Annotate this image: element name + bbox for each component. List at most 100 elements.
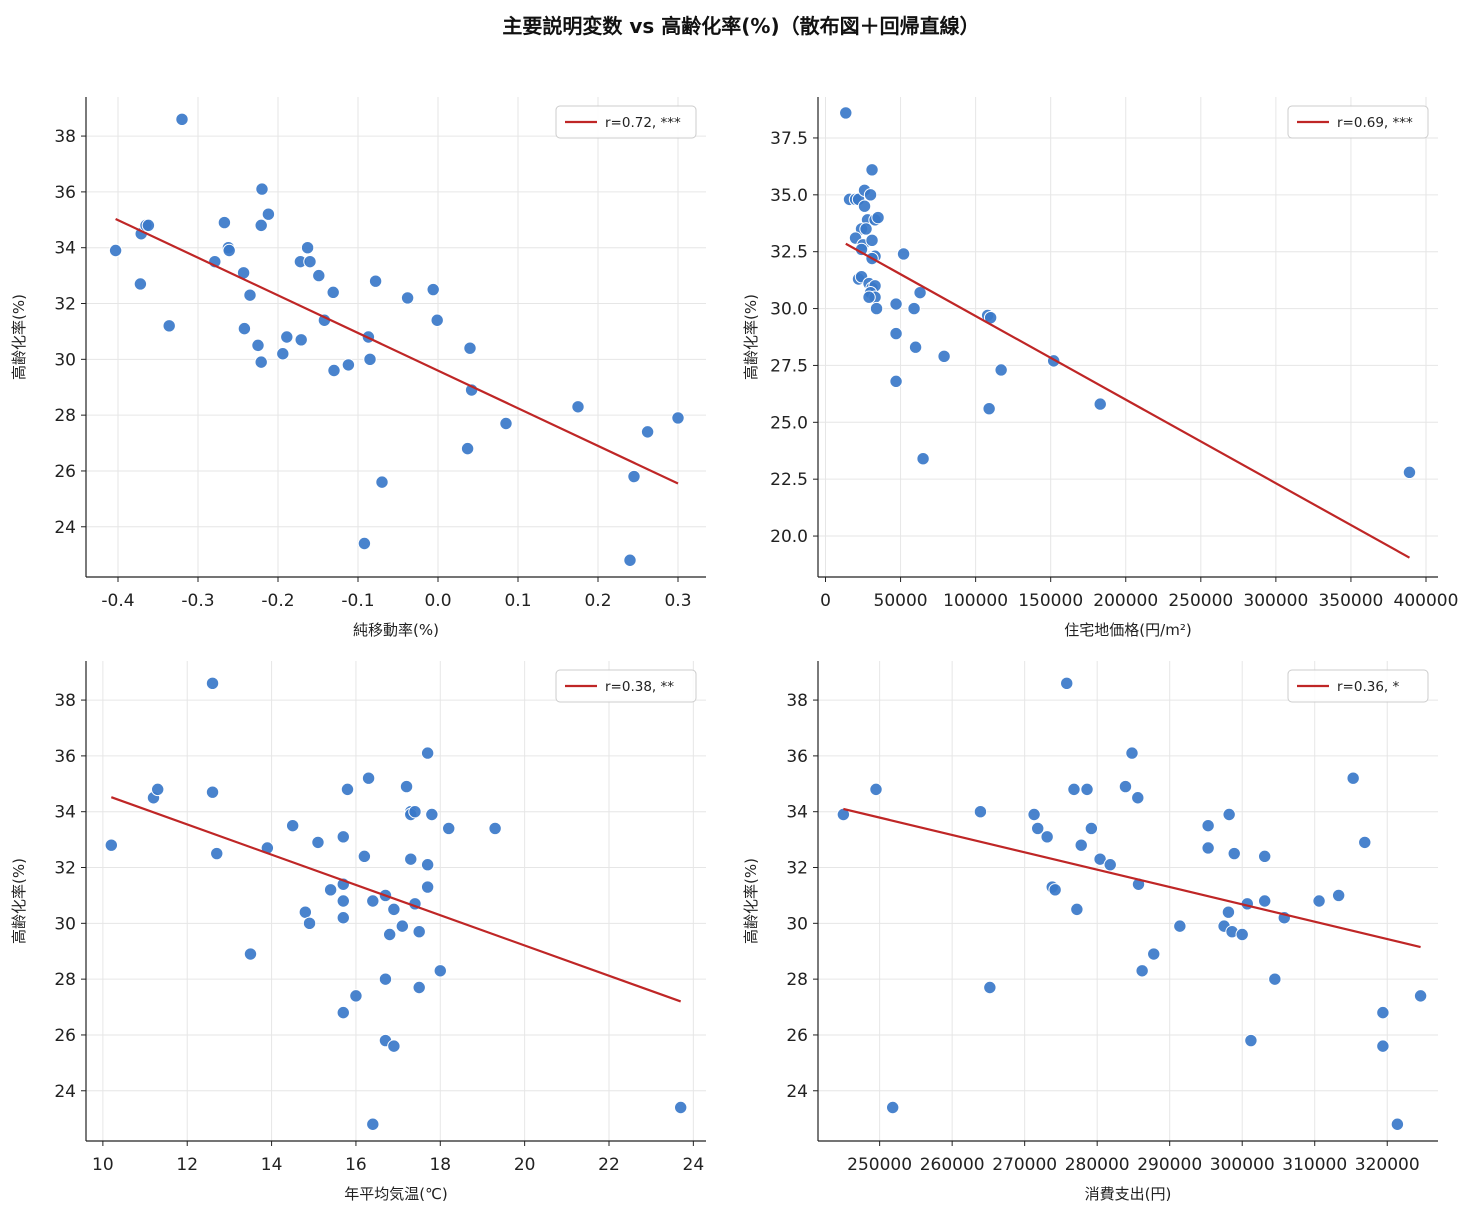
y-tick-label: 38 [54,691,76,711]
x-tick-label: 400000 [1394,591,1459,611]
x-tick-label: 22 [598,1155,620,1175]
data-point [255,182,269,196]
data-point [623,553,637,567]
data-point [1235,927,1249,942]
y-tick-label: 32.5 [770,243,808,263]
data-point [357,849,372,864]
data-point [1268,972,1282,986]
x-tick-label: 260000 [920,1155,985,1175]
data-point [217,215,232,230]
data-point [1312,894,1326,908]
data-point [1084,821,1099,836]
y-axis-label: 高齢化率(%) [742,858,760,944]
x-tick-label: 310000 [1282,1155,1347,1175]
data-point [1070,902,1084,917]
x-axis-label: 住宅地価格(円/m²) [1064,621,1191,639]
data-point [889,374,903,389]
y-tick-label: 26 [786,1026,808,1046]
data-point [1060,676,1074,691]
data-point [357,536,372,551]
x-tick-label: -0.3 [181,591,214,611]
data-point [916,452,930,466]
data-point [1390,1117,1405,1131]
regression-line [845,242,1411,559]
data-point [1346,771,1360,785]
data-point [433,964,447,978]
x-tick-label: 0 [820,591,831,611]
data-point [387,1039,401,1053]
scatter-panel-land-price: 0 50000 100000 150000 200000 250000 300000 3500… [742,97,1458,639]
y-tick-label: 27.5 [770,356,808,376]
data-point [889,297,903,311]
legend-box [1287,105,1429,139]
data-point [839,106,853,120]
data-point [937,349,951,364]
data-point [205,785,220,799]
data-point [1376,1039,1390,1053]
data-point [276,347,290,361]
scatter-panel-temperature: 10 12 14 16 18 20 22 24 24 26 28 30 32 34 36 38 年平均気温(℃)… [10,661,706,1203]
y-tick-label: 30 [54,350,76,370]
y-axis-label: 高齢化率(%) [10,858,28,944]
data-point [366,894,380,908]
legend: r=0.69, *** [1287,105,1429,139]
data-point [1201,818,1215,833]
y-tick-label: 24 [54,1082,76,1102]
data-point [1048,883,1062,897]
x-axis-label: 年平均気温(℃) [344,1185,448,1203]
data-point [1221,905,1236,919]
regression-line [843,807,1421,949]
data-point [151,782,165,797]
data-point [885,1100,900,1115]
data-point [983,980,997,995]
x-tick-label: 150000 [1018,591,1083,611]
data-point [303,254,317,269]
data-point [162,319,176,333]
x-tick-label: -0.1 [341,591,374,611]
data-point [368,274,383,288]
data-point [836,807,851,822]
x-tick-label: 100000 [943,591,1008,611]
data-point [425,807,439,822]
data-point [627,469,641,484]
data-point [869,301,884,316]
data-point [387,902,401,917]
data-point [1031,821,1045,836]
data-point [336,1005,350,1020]
y-tick-label: 30 [54,914,76,934]
scatter-panel-consumption: 250000 260000 270000 280000 290000 300000 3100… [742,661,1438,1203]
data-point [640,425,655,439]
data-point [412,924,426,939]
data-point [1135,964,1149,978]
x-tick-label: 24 [683,1155,705,1175]
data-point [862,290,876,304]
y-tick-label: 36 [54,747,76,767]
data-point [298,905,313,919]
data-point [1257,849,1272,864]
data-point [420,858,435,872]
data-point [673,1100,688,1115]
x-axis-label: 純移動率(%) [353,621,439,639]
y-tick-label: 28 [786,970,808,990]
data-point [408,804,422,819]
data-point [488,821,502,836]
x-tick-label: 270000 [992,1155,1057,1175]
data-point [1173,919,1187,933]
data-point [349,989,363,1003]
figure-title: 主要説明変数 vs 高齢化率(%)（散布図＋回帰直線） [502,14,979,38]
data-point [382,927,397,942]
legend-label: r=0.69, *** [1337,115,1413,131]
data-point [907,301,921,316]
y-tick-label: 34 [54,239,76,259]
y-tick-label: 28 [54,970,76,990]
y-tick-label: 28 [54,406,76,426]
data-point [210,846,224,861]
x-tick-label: 350000 [1318,591,1383,611]
data-point [1131,791,1145,805]
data-point [108,243,123,258]
data-point [326,285,340,300]
x-tick-label: 14 [261,1155,283,1175]
data-point [1402,465,1417,480]
y-tick-label: 20.0 [770,527,808,547]
x-tick-label: 10 [92,1155,114,1175]
